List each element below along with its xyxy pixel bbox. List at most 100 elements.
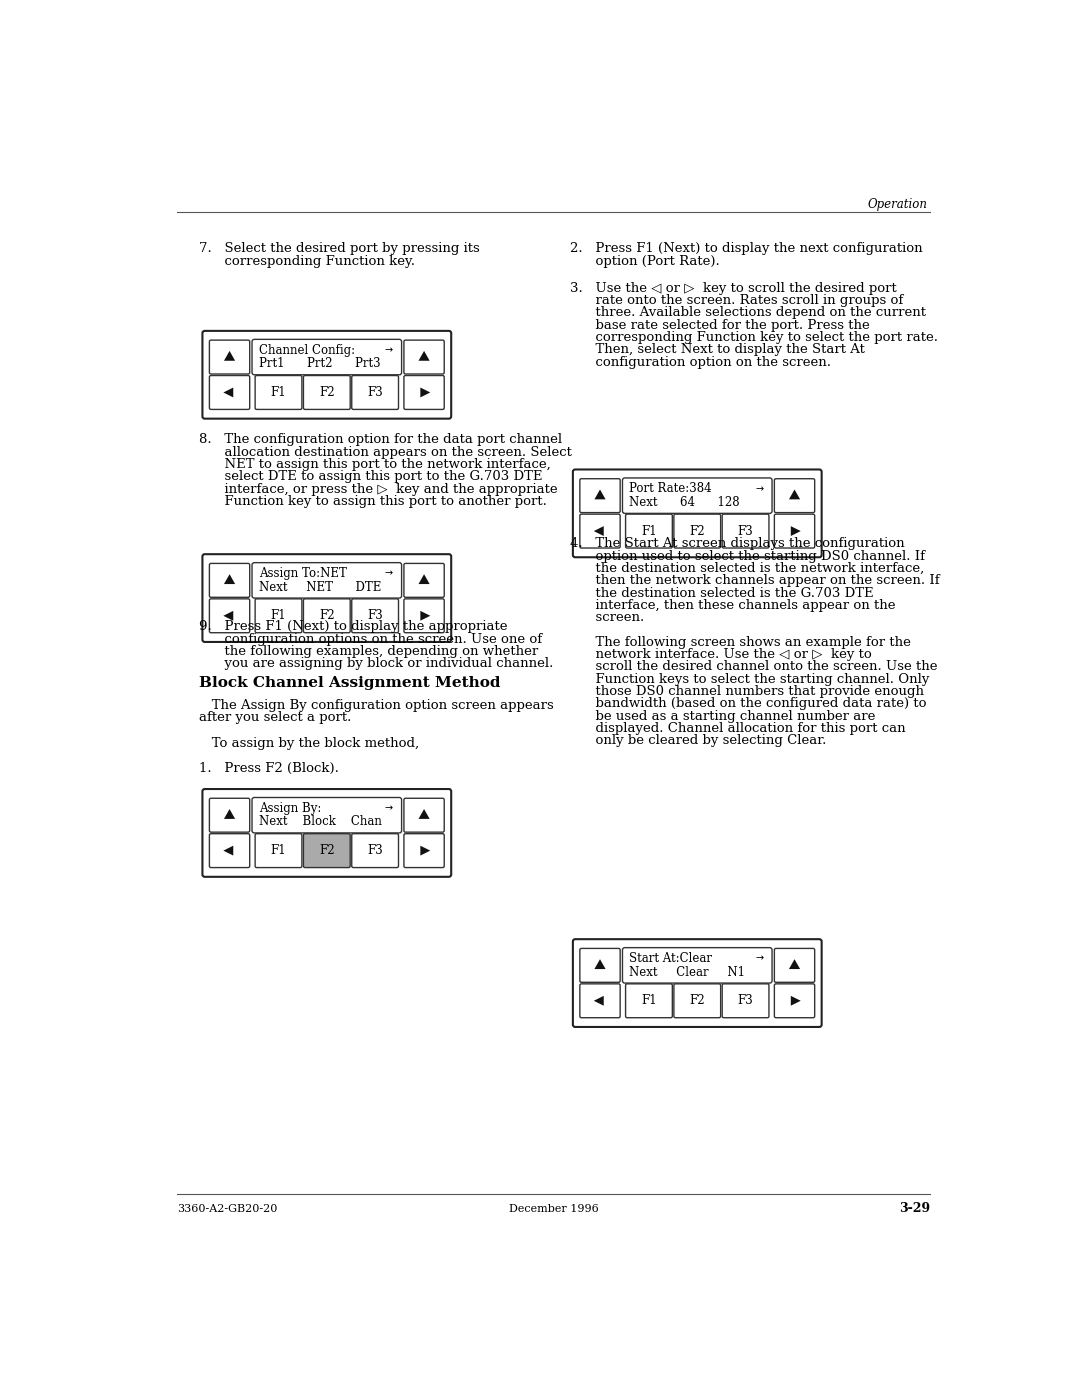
Text: base rate selected for the port. Press the: base rate selected for the port. Press t…: [570, 319, 869, 331]
Text: Port Rate:384: Port Rate:384: [630, 482, 712, 496]
Polygon shape: [224, 574, 235, 584]
Polygon shape: [418, 809, 430, 819]
Text: then the network channels appear on the screen. If: then the network channels appear on the …: [570, 574, 940, 587]
Text: Next     NET      DTE: Next NET DTE: [259, 581, 381, 594]
Polygon shape: [594, 960, 606, 970]
Text: Next     Clear     N1: Next Clear N1: [630, 965, 745, 979]
Polygon shape: [594, 527, 604, 536]
Text: 4.   The Start At screen displays the configuration: 4. The Start At screen displays the conf…: [570, 538, 904, 550]
Polygon shape: [224, 387, 233, 397]
FancyBboxPatch shape: [303, 599, 350, 633]
Text: bandwidth (based on the configured data rate) to: bandwidth (based on the configured data …: [570, 697, 927, 711]
Text: The following screen shows an example for the: The following screen shows an example fo…: [570, 636, 910, 648]
Text: network interface. Use the ◁ or ▷  key to: network interface. Use the ◁ or ▷ key to: [570, 648, 872, 661]
Text: interface, or press the ▷  key and the appropriate: interface, or press the ▷ key and the ap…: [200, 482, 558, 496]
FancyBboxPatch shape: [580, 983, 620, 1018]
Polygon shape: [224, 610, 233, 620]
FancyBboxPatch shape: [572, 469, 822, 557]
Polygon shape: [224, 351, 235, 360]
Text: F2: F2: [319, 844, 335, 858]
Text: →: →: [755, 483, 764, 495]
Text: Function keys to select the starting channel. Only: Function keys to select the starting cha…: [570, 673, 929, 686]
Text: →: →: [384, 803, 393, 813]
FancyBboxPatch shape: [774, 949, 814, 982]
Text: F1: F1: [271, 844, 286, 858]
Text: Function key to assign this port to another port.: Function key to assign this port to anot…: [200, 495, 548, 509]
FancyBboxPatch shape: [723, 514, 769, 548]
Polygon shape: [224, 845, 233, 855]
Text: Assign By:: Assign By:: [259, 802, 322, 814]
Text: Block Channel Assignment Method: Block Channel Assignment Method: [200, 676, 501, 690]
FancyBboxPatch shape: [210, 339, 249, 374]
FancyBboxPatch shape: [202, 789, 451, 877]
Text: F2: F2: [689, 525, 705, 538]
Text: F3: F3: [738, 995, 754, 1007]
FancyBboxPatch shape: [210, 834, 249, 868]
Polygon shape: [420, 610, 430, 620]
Text: Next      64      128: Next 64 128: [630, 496, 740, 509]
FancyBboxPatch shape: [202, 331, 451, 419]
Text: screen.: screen.: [570, 610, 644, 624]
FancyBboxPatch shape: [622, 478, 772, 513]
Text: F2: F2: [319, 386, 335, 400]
FancyBboxPatch shape: [252, 798, 402, 833]
Polygon shape: [420, 845, 430, 855]
Text: Prt1      Prt2      Prt3: Prt1 Prt2 Prt3: [259, 358, 380, 370]
Text: 3-29: 3-29: [899, 1203, 930, 1215]
Text: Start At:Clear: Start At:Clear: [630, 953, 713, 965]
Polygon shape: [418, 574, 430, 584]
Polygon shape: [791, 527, 800, 536]
Text: Next    Block    Chan: Next Block Chan: [259, 816, 382, 828]
Text: the following examples, depending on whether: the following examples, depending on whe…: [200, 645, 539, 658]
Text: F1: F1: [642, 525, 657, 538]
Text: F3: F3: [367, 609, 383, 622]
Text: those DS0 channel numbers that provide enough: those DS0 channel numbers that provide e…: [570, 685, 923, 698]
Text: 7.   Select the desired port by pressing its: 7. Select the desired port by pressing i…: [200, 242, 481, 256]
Text: F2: F2: [689, 995, 705, 1007]
FancyBboxPatch shape: [210, 376, 249, 409]
Text: the destination selected is the network interface,: the destination selected is the network …: [570, 562, 924, 576]
FancyBboxPatch shape: [255, 834, 302, 868]
FancyBboxPatch shape: [774, 514, 814, 548]
Text: 2.   Press F1 (Next) to display the next configuration: 2. Press F1 (Next) to display the next c…: [570, 242, 922, 256]
Text: option (Port Rate).: option (Port Rate).: [570, 254, 719, 268]
FancyBboxPatch shape: [625, 514, 673, 548]
Text: only be cleared by selecting Clear.: only be cleared by selecting Clear.: [570, 735, 826, 747]
Polygon shape: [791, 996, 800, 1006]
FancyBboxPatch shape: [255, 376, 302, 409]
Text: December 1996: December 1996: [509, 1204, 598, 1214]
Text: F3: F3: [367, 386, 383, 400]
FancyBboxPatch shape: [572, 939, 822, 1027]
Text: the destination selected is the G.703 DTE: the destination selected is the G.703 DT…: [570, 587, 874, 599]
Text: you are assigning by block or individual channel.: you are assigning by block or individual…: [200, 658, 554, 671]
FancyBboxPatch shape: [674, 983, 720, 1018]
Text: NET to assign this port to the network interface,: NET to assign this port to the network i…: [200, 458, 551, 471]
Text: To assign by the block method,: To assign by the block method,: [200, 738, 419, 750]
FancyBboxPatch shape: [210, 599, 249, 633]
Text: after you select a port.: after you select a port.: [200, 711, 352, 724]
Text: displayed. Channel allocation for this port can: displayed. Channel allocation for this p…: [570, 722, 905, 735]
Text: F1: F1: [642, 995, 657, 1007]
Text: rate onto the screen. Rates scroll in groups of: rate onto the screen. Rates scroll in gr…: [570, 293, 903, 307]
Text: select DTE to assign this port to the G.703 DTE: select DTE to assign this port to the G.…: [200, 471, 543, 483]
Text: →: →: [384, 345, 393, 355]
Text: F3: F3: [367, 844, 383, 858]
Text: F2: F2: [319, 609, 335, 622]
Text: Assign To:NET: Assign To:NET: [259, 567, 347, 580]
FancyBboxPatch shape: [352, 834, 399, 868]
Polygon shape: [418, 351, 430, 360]
FancyBboxPatch shape: [303, 834, 350, 868]
Text: Then, select Next to display the Start At: Then, select Next to display the Start A…: [570, 344, 865, 356]
Text: F1: F1: [271, 609, 286, 622]
FancyBboxPatch shape: [580, 514, 620, 548]
Text: configuration option on the screen.: configuration option on the screen.: [570, 355, 831, 369]
Text: configuration options on the screen. Use one of: configuration options on the screen. Use…: [200, 633, 542, 645]
Polygon shape: [789, 489, 800, 499]
FancyBboxPatch shape: [252, 339, 402, 374]
Text: F3: F3: [738, 525, 754, 538]
Text: 1.   Press F2 (Block).: 1. Press F2 (Block).: [200, 763, 339, 775]
FancyBboxPatch shape: [210, 798, 249, 833]
FancyBboxPatch shape: [622, 947, 772, 983]
Text: scroll the desired channel onto the screen. Use the: scroll the desired channel onto the scre…: [570, 661, 937, 673]
FancyBboxPatch shape: [352, 376, 399, 409]
